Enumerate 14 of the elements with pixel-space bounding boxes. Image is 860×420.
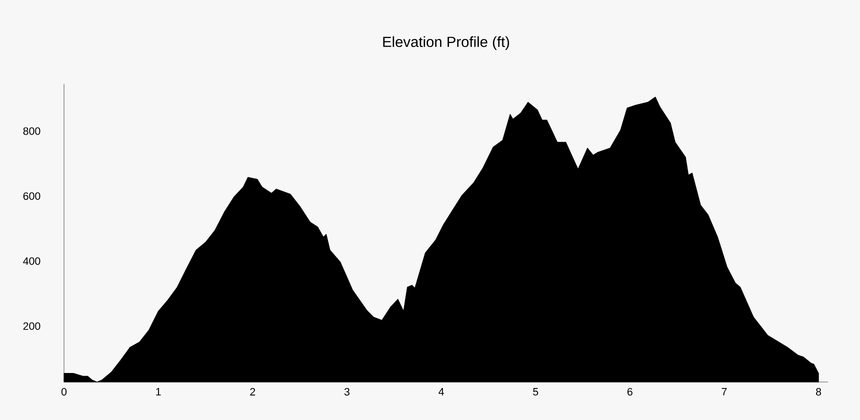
y-tick-label: 400 (23, 257, 40, 265)
x-tick-label: 7 (722, 388, 727, 396)
x-tick-label: 6 (628, 388, 632, 396)
x-tick-label: 0 (61, 388, 67, 396)
x-tick-label: 4 (438, 388, 444, 396)
x-tick-label: 2 (250, 388, 256, 396)
y-tick-label: 600 (23, 192, 40, 200)
x-tick-label: 3 (344, 388, 350, 396)
y-tick-label: 800 (23, 127, 40, 135)
chart-title: Elevation Profile (ft) (383, 36, 510, 50)
y-tick-label: 200 (23, 322, 40, 330)
x-tick-label: 5 (533, 388, 538, 396)
x-tick-label: 1 (156, 388, 161, 396)
x-tick-label: 8 (816, 388, 822, 396)
